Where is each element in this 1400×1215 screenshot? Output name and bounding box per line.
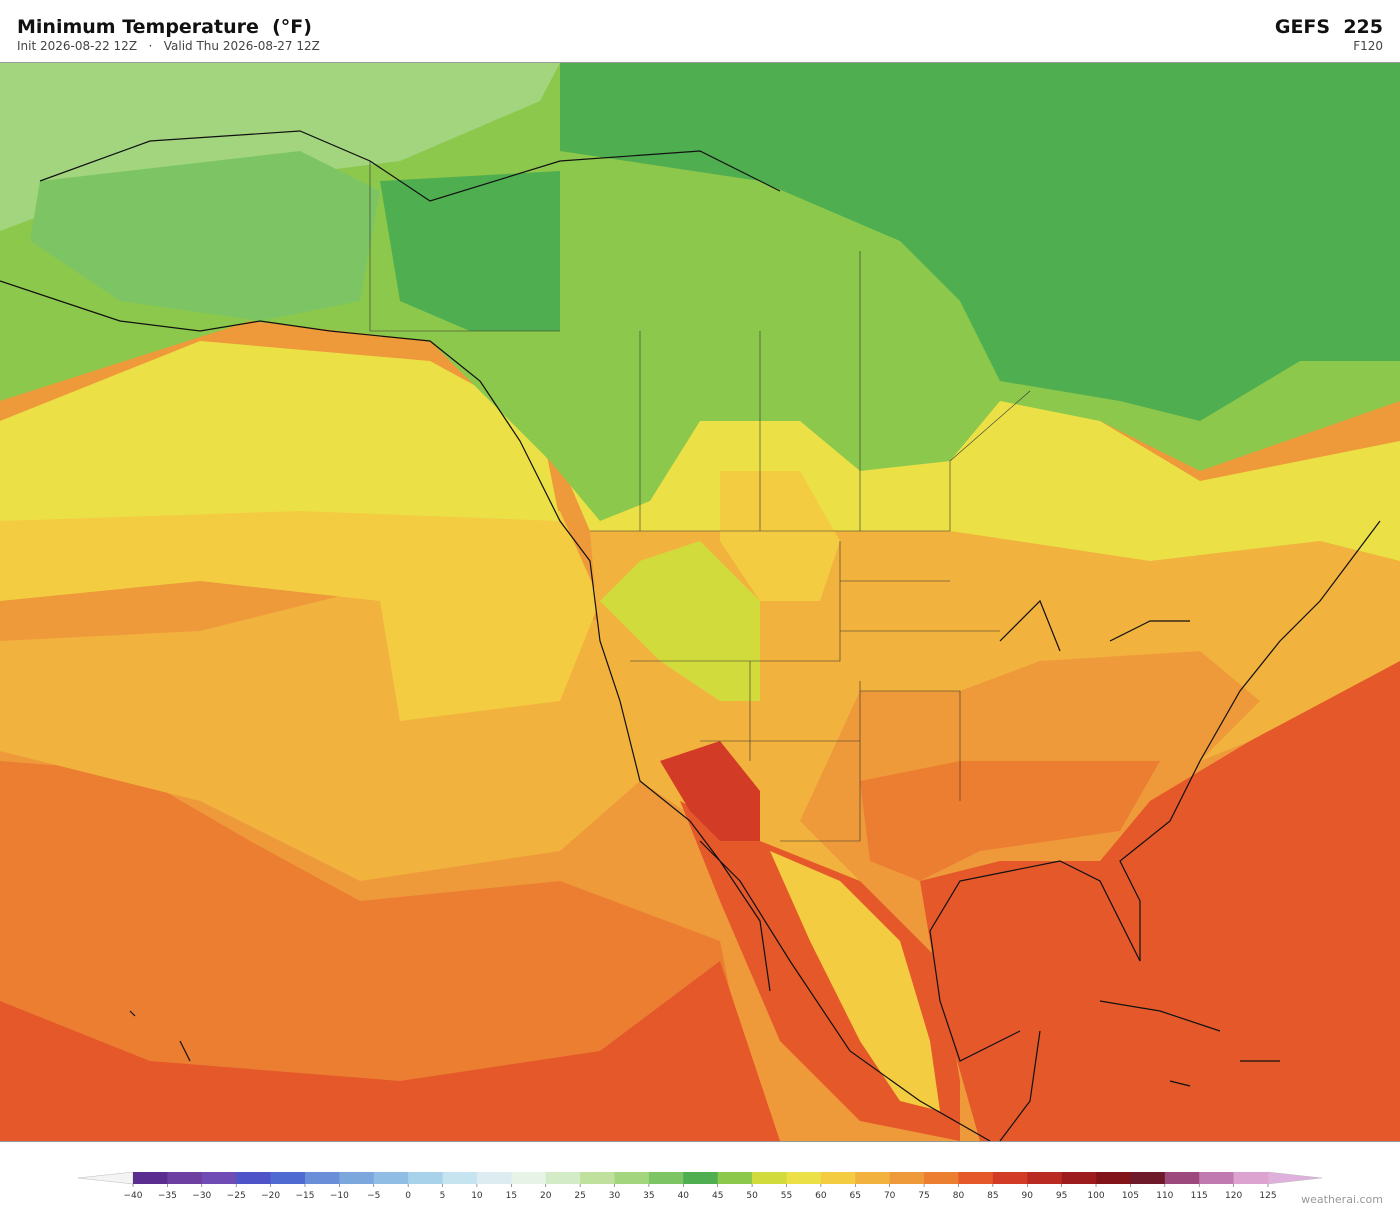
colorbar-tick-label: 45	[712, 1191, 723, 1201]
colorbar-swatch	[1164, 1172, 1200, 1184]
colorbar-tick-label: 85	[987, 1191, 998, 1201]
colorbar-tick-label: 100	[1087, 1191, 1104, 1201]
field	[0, 961, 780, 1141]
colorbar-tick-label: 55	[781, 1191, 792, 1201]
colorbar-swatch	[476, 1172, 512, 1184]
colorbar-swatch	[924, 1172, 959, 1184]
border	[369, 161, 1031, 842]
colorbar-tick-label: 90	[1022, 1191, 1034, 1201]
field	[720, 471, 840, 601]
colorbar-tick-label: 30	[609, 1191, 621, 1201]
colorbar-under	[77, 1171, 134, 1185]
colorbar-swatch	[614, 1172, 650, 1184]
colorbar-tick-label: 25	[574, 1191, 585, 1201]
colorbar-tick-label: −15	[295, 1191, 314, 1201]
colorbar-tick-label: −5	[367, 1191, 380, 1201]
colorbar-swatch	[408, 1172, 443, 1184]
colorbar-swatch	[442, 1172, 478, 1184]
field	[0, 341, 560, 521]
colorbar-swatch	[133, 1172, 168, 1184]
colorbar-tick-label: 105	[1122, 1191, 1139, 1201]
colorbar-swatch	[304, 1172, 340, 1184]
colorbar-tick-label: −40	[124, 1191, 143, 1201]
field	[560, 63, 1400, 421]
colorbar-swatch	[236, 1172, 271, 1184]
colorbar-swatch	[683, 1172, 718, 1184]
colorbar-tick-label: 50	[746, 1191, 758, 1201]
colorbar-swatch	[580, 1172, 615, 1184]
colorbar-swatch	[992, 1172, 1028, 1184]
colorbar-tick-label: 20	[540, 1191, 552, 1201]
colorbar-tick-label: 75	[918, 1191, 929, 1201]
field	[770, 851, 940, 1111]
field	[660, 741, 760, 841]
model-label: GEFS 225	[1274, 16, 1383, 38]
map	[0, 62, 1400, 1142]
colorbar-tick-label: 0	[405, 1191, 411, 1201]
colorbar-swatch	[1027, 1172, 1062, 1184]
colorbar-swatch	[717, 1172, 753, 1184]
colorbar-tick-label: −25	[227, 1191, 246, 1201]
field	[30, 151, 380, 321]
colorbar-swatch	[648, 1172, 684, 1184]
field	[860, 761, 1160, 881]
colorbar-tick-label: 80	[953, 1191, 965, 1201]
colorbar-swatch	[1096, 1172, 1131, 1184]
colorbar-tick-label: 125	[1259, 1191, 1276, 1201]
colorbar-tick-label: −20	[261, 1191, 280, 1201]
map-title: Minimum Temperature (°F)	[17, 16, 312, 38]
colorbar-swatch	[373, 1172, 409, 1184]
colorbar: −40 −35 −30 −25 −20 −15 −10 −5 0 5 10 15 20 25 30 35 40 4…	[77, 1171, 1323, 1201]
field	[0, 501, 600, 721]
colorbar-swatch	[889, 1172, 925, 1184]
colorbar-tick-label: 70	[884, 1191, 896, 1201]
colorbar-tick-label: 5	[440, 1191, 446, 1201]
colorbar-swatch	[545, 1172, 581, 1184]
colorbar-tick-label: 65	[850, 1191, 861, 1201]
colorbar-tick-label: 60	[815, 1191, 827, 1201]
colorbar-swatch	[201, 1172, 237, 1184]
colorbar-tick-label: 10	[471, 1191, 483, 1201]
colorbar-swatch	[786, 1172, 822, 1184]
colorbar-swatch	[511, 1172, 547, 1184]
field	[380, 171, 560, 331]
colorbar-swatch	[958, 1172, 994, 1184]
coastline	[0, 130, 1381, 1141]
colorbar-swatch	[1233, 1172, 1269, 1184]
colorbar-swatch	[1130, 1172, 1166, 1184]
field	[0, 761, 760, 1141]
colorbar-tick-label: 110	[1156, 1191, 1173, 1201]
forecast-step: F120	[1353, 39, 1383, 53]
colorbar-tick-label: 120	[1225, 1191, 1242, 1201]
colorbar-swatch	[820, 1172, 856, 1184]
colorbar-tick-label: 35	[643, 1191, 654, 1201]
colorbar-tick-label: 15	[506, 1191, 517, 1201]
colorbar-tick-label: 115	[1191, 1191, 1208, 1201]
field	[920, 661, 1400, 1141]
colorbar-swatch	[855, 1172, 890, 1184]
colorbar-tick-label: −10	[330, 1191, 349, 1201]
colorbar-swatch	[1061, 1172, 1097, 1184]
colorbar-swatch	[270, 1172, 306, 1184]
map-subtitle: Init 2026-08-22 12Z · Valid Thu 2026-08-…	[17, 39, 320, 53]
colorbar-tick-label: 40	[678, 1191, 690, 1201]
colorbar-swatch	[167, 1172, 203, 1184]
colorbar-swatch	[752, 1172, 787, 1184]
colorbar-over	[1267, 1171, 1323, 1185]
colorbar-swatch	[1199, 1172, 1234, 1184]
colorbar-tick-label: 95	[1056, 1191, 1067, 1201]
colorbar-tick-label: −30	[192, 1191, 211, 1201]
colorbar-swatch	[339, 1172, 375, 1184]
watermark: weatherai.com	[1301, 1193, 1383, 1206]
colorbar-tick-label: −35	[158, 1191, 177, 1201]
